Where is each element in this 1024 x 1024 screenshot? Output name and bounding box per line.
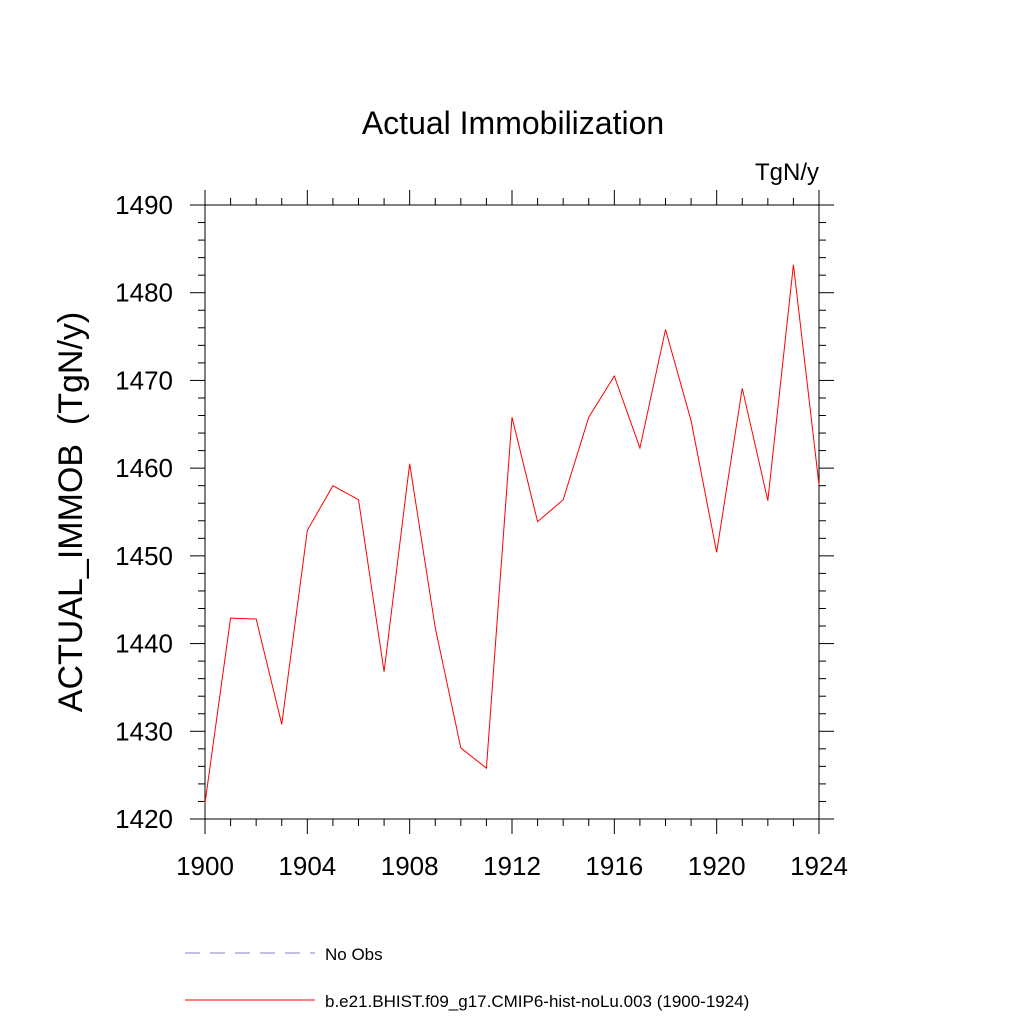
- series-layer: [204, 264, 820, 804]
- legend-label-no-obs: No Obs: [325, 945, 383, 964]
- y-tick-label: 1460: [115, 453, 173, 483]
- y-tick-label: 1450: [115, 541, 173, 571]
- y-tick-labels: 1420 1430 1440 1450 1460 1470 1480 1490: [115, 190, 173, 834]
- y-tick-label: 1490: [115, 190, 173, 220]
- y-tick-label: 1440: [115, 629, 173, 659]
- x-tick-label: 1924: [790, 851, 848, 881]
- x-tick-label: 1916: [585, 851, 643, 881]
- legend: No Obs b.e21.BHIST.f09_g17.CMIP6-hist-no…: [185, 945, 749, 1011]
- plot-frame: [204, 204, 820, 820]
- series-line-0: [204, 264, 820, 804]
- y-axis-label: ACTUAL_IMMOB (TgN/y): [52, 312, 90, 712]
- x-tick-label: 1904: [278, 851, 336, 881]
- legend-label-model-run: b.e21.BHIST.f09_g17.CMIP6-hist-noLu.003 …: [325, 992, 749, 1011]
- x-tick-label: 1900: [176, 851, 234, 881]
- x-tick-label: 1920: [688, 851, 746, 881]
- x-tick-labels: 1900 1904 1908 1912 1916 1920 1924: [176, 851, 848, 881]
- chart-title: Actual Immobilization: [362, 105, 664, 141]
- y-tick-label: 1480: [115, 278, 173, 308]
- x-tick-label: 1908: [381, 851, 439, 881]
- y-tick-label: 1470: [115, 365, 173, 395]
- x-tick-label: 1912: [483, 851, 541, 881]
- y-tick-label: 1430: [115, 716, 173, 746]
- units-label: TgN/y: [755, 159, 819, 186]
- minor-ticks: [198, 198, 826, 826]
- y-tick-label: 1420: [115, 804, 173, 834]
- major-ticks: [190, 190, 834, 834]
